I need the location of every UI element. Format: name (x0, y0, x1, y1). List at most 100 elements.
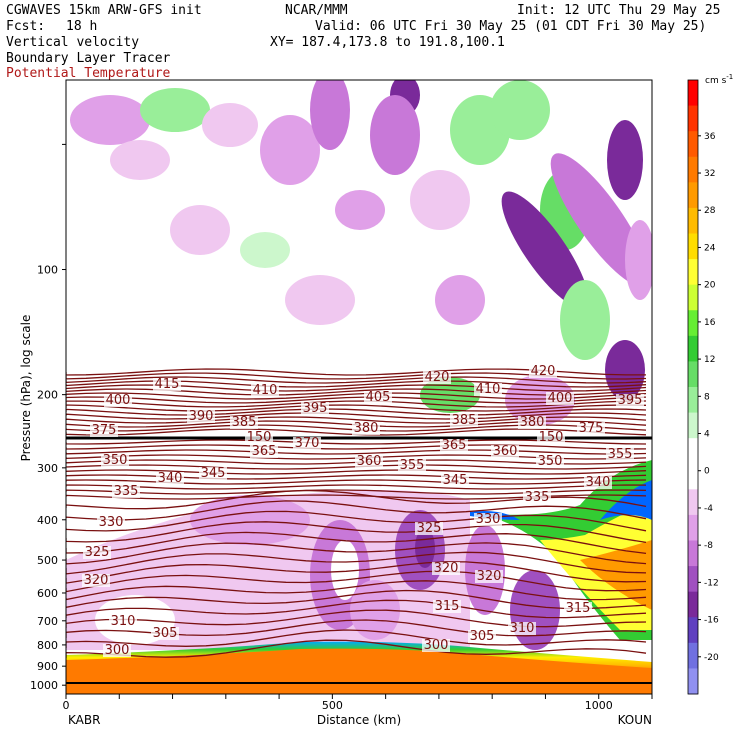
theta-label-bg (433, 600, 461, 613)
theta-contour (66, 629, 647, 648)
wave-shading (260, 115, 320, 185)
theta-label-bg (606, 448, 634, 461)
theta-contour (66, 412, 647, 420)
colorbar-swatch (688, 668, 698, 695)
colorbar: 36 32 28 24 20 16 12 8 4 0 -4 -8 -12 -16 -20 (687, 79, 719, 695)
theta-label-bg (616, 394, 644, 407)
theta-contour (66, 469, 647, 475)
forecast-hour: 18 h (66, 19, 98, 34)
theta-label: 340 (586, 475, 611, 490)
theta-label-bg (523, 491, 551, 504)
theta-contour (66, 449, 647, 455)
theta-contour (66, 531, 647, 555)
colorbar-swatch (688, 361, 698, 388)
theta-label-bg (423, 371, 451, 384)
colorbar-label: -16 (704, 616, 719, 626)
colorbar-label: 24 (704, 243, 716, 253)
x-tick-label: 0 (63, 699, 70, 712)
theta-label-bg (301, 402, 329, 415)
theta-contour (66, 580, 647, 601)
colorbar-swatch (688, 412, 698, 439)
colorbar-label: -4 (704, 504, 713, 514)
theta-label-bg (153, 378, 181, 391)
y-tick-label: 100 (37, 264, 58, 277)
field-potential-temperature: Potential Temperature (6, 66, 171, 81)
theta-label-bg (109, 615, 137, 628)
theta-label: 340 (158, 471, 183, 486)
theta-label: 410 (253, 383, 278, 398)
theta-contour (66, 474, 647, 480)
theta-label-bg (156, 472, 184, 485)
y-tick-label: 900 (37, 660, 58, 673)
theta-label: 325 (85, 545, 110, 560)
wave-shading (410, 170, 470, 230)
colorbar-swatch (688, 131, 698, 158)
theta-label-bg (537, 431, 565, 444)
y-tick-label: 800 (37, 639, 58, 652)
theta-label: 420 (425, 370, 450, 385)
start-station-label: KABR (68, 713, 100, 727)
theta-label: 385 (232, 415, 257, 430)
theta-label: 350 (538, 454, 563, 469)
theta-label: 305 (153, 626, 178, 641)
theta-label: 365 (252, 444, 277, 459)
colorbar-swatch (688, 591, 698, 618)
wave-shading (331, 540, 359, 600)
theta-label: 315 (435, 599, 460, 614)
theta-label: 410 (476, 382, 501, 397)
colorbar-unit: cm s-1 (705, 73, 733, 86)
theta-label-bg (104, 394, 132, 407)
theta-contour (66, 510, 647, 532)
x-tick-label: 1000 (585, 699, 613, 712)
colorbar-label: -20 (704, 653, 719, 663)
colorbar-label: 4 (704, 430, 710, 440)
wave-shading (435, 275, 485, 325)
theta-label-bg (529, 365, 557, 378)
theta-contour (66, 599, 647, 619)
theta-label-bg (564, 602, 592, 615)
field-boundary-layer-tracer: Boundary Layer Tracer (6, 51, 171, 66)
wave-shading (490, 80, 550, 140)
theta-label: 350 (103, 453, 128, 468)
colorbar-swatch (688, 335, 698, 362)
theta-label-bg (577, 422, 605, 435)
theta-label: 360 (357, 454, 382, 469)
field-vertical-velocity: Vertical velocity (6, 35, 140, 50)
theta-label: 415 (155, 377, 180, 392)
theta-label: 375 (579, 421, 604, 436)
theta-label: 365 (442, 438, 467, 453)
theta-label-bg (82, 574, 110, 587)
theta-label: 420 (531, 364, 556, 379)
theta-label: 400 (548, 391, 573, 406)
theta-label: 310 (510, 621, 535, 636)
theta-label: 405 (366, 390, 391, 405)
theta-label: 400 (106, 393, 131, 408)
theta-label: 395 (303, 401, 328, 416)
theta-contour (66, 484, 647, 490)
end-station-label: KOUN (618, 713, 652, 727)
colorbar-label: 16 (704, 318, 716, 328)
theta-label-bg (474, 383, 502, 396)
theta-label-bg (584, 476, 612, 489)
colorbar-swatch (688, 566, 698, 593)
y-tick-label: 1000 (30, 679, 58, 692)
theta-label-bg (441, 474, 469, 487)
theta-label-bg (151, 627, 179, 640)
wave-shading (550, 153, 650, 287)
model-title: CGWAVES 15km ARW-GFS init (6, 3, 202, 18)
org-label: NCAR/MMM (285, 3, 348, 18)
colorbar-label: 36 (704, 132, 716, 142)
colorbar-swatch (688, 182, 698, 209)
theta-label: 390 (189, 409, 214, 424)
colorbar-label: 0 (704, 467, 710, 477)
y-tick-label: 700 (37, 615, 58, 628)
theta-label-bg (491, 445, 519, 458)
theta-contour (66, 444, 647, 450)
colorbar-swatch (688, 259, 698, 286)
theta-label-bg (251, 384, 279, 397)
theta-label-bg (187, 410, 215, 423)
theta-contour (66, 428, 647, 436)
